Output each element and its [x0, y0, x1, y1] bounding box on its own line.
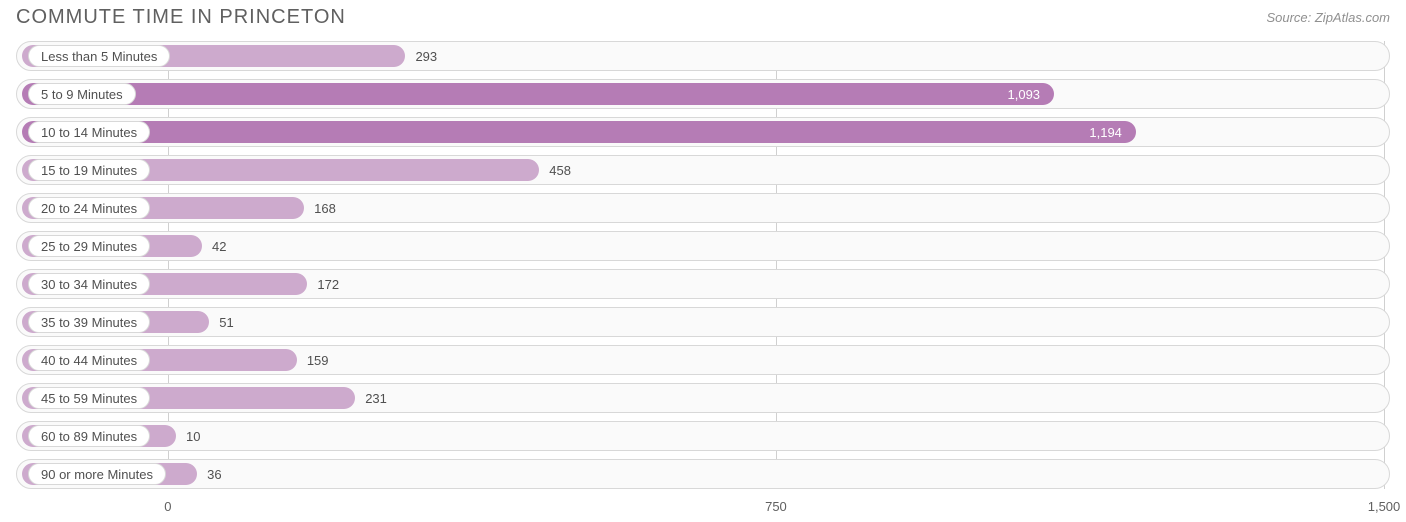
chart-row: 458 15 to 19 Minutes — [16, 155, 1390, 185]
bar-wrap: 10 — [22, 425, 1384, 447]
value-label: 168 — [314, 197, 336, 219]
category-pill: 40 to 44 Minutes — [28, 349, 150, 371]
chart-row: 51 35 to 39 Minutes — [16, 307, 1390, 337]
bar-wrap: 168 — [22, 197, 1384, 219]
chart-rows: 293 Less than 5 Minutes 1,093 5 to 9 Minute… — [16, 41, 1390, 489]
category-pill: 15 to 19 Minutes — [28, 159, 150, 181]
bar-wrap: 1,194 — [22, 121, 1384, 143]
chart-row: 1,194 10 to 14 Minutes — [16, 117, 1390, 147]
chart-plot-area: 293 Less than 5 Minutes 1,093 5 to 9 Minute… — [0, 33, 1406, 489]
chart-header: COMMUTE TIME IN PRINCETON Source: ZipAtl… — [0, 0, 1406, 33]
bar-wrap: 51 — [22, 311, 1384, 333]
bar-wrap: 36 — [22, 463, 1384, 485]
chart-row: 172 30 to 34 Minutes — [16, 269, 1390, 299]
chart-row: 36 90 or more Minutes — [16, 459, 1390, 489]
value-label: 36 — [207, 463, 221, 485]
x-tick-label: 1,500 — [1368, 499, 1401, 514]
chart-row: 159 40 to 44 Minutes — [16, 345, 1390, 375]
x-tick-label: 750 — [765, 499, 787, 514]
bar-wrap: 231 — [22, 387, 1384, 409]
value-label: 231 — [365, 387, 387, 409]
category-pill: Less than 5 Minutes — [28, 45, 170, 67]
chart-row: 42 25 to 29 Minutes — [16, 231, 1390, 261]
chart-row: 231 45 to 59 Minutes — [16, 383, 1390, 413]
category-pill: 5 to 9 Minutes — [28, 83, 136, 105]
value-label: 458 — [549, 159, 571, 181]
bar-wrap: 458 — [22, 159, 1384, 181]
category-pill: 10 to 14 Minutes — [28, 121, 150, 143]
category-pill: 30 to 34 Minutes — [28, 273, 150, 295]
category-pill: 90 or more Minutes — [28, 463, 166, 485]
x-tick-label: 0 — [164, 499, 171, 514]
chart-row: 10 60 to 89 Minutes — [16, 421, 1390, 451]
chart-row: 1,093 5 to 9 Minutes — [16, 79, 1390, 109]
value-label: 172 — [317, 273, 339, 295]
category-pill: 20 to 24 Minutes — [28, 197, 150, 219]
category-pill: 25 to 29 Minutes — [28, 235, 150, 257]
chart-title: COMMUTE TIME IN PRINCETON — [16, 6, 346, 29]
bar-wrap: 42 — [22, 235, 1384, 257]
bar-wrap: 1,093 — [22, 83, 1384, 105]
chart-row: 293 Less than 5 Minutes — [16, 41, 1390, 71]
value-label: 1,093 — [1008, 83, 1041, 105]
category-pill: 35 to 39 Minutes — [28, 311, 150, 333]
chart-source: Source: ZipAtlas.com — [1266, 6, 1390, 25]
value-label: 51 — [219, 311, 233, 333]
category-pill: 60 to 89 Minutes — [28, 425, 150, 447]
bar-wrap: 172 — [22, 273, 1384, 295]
bar — [22, 83, 1054, 105]
chart-row: 168 20 to 24 Minutes — [16, 193, 1390, 223]
category-pill: 45 to 59 Minutes — [28, 387, 150, 409]
bar-wrap: 159 — [22, 349, 1384, 371]
x-axis: 07501,500 — [16, 497, 1390, 521]
bar — [22, 121, 1136, 143]
bar-wrap: 293 — [22, 45, 1384, 67]
value-label: 159 — [307, 349, 329, 371]
value-label: 293 — [415, 45, 437, 67]
value-label: 42 — [212, 235, 226, 257]
value-label: 1,194 — [1089, 121, 1122, 143]
value-label: 10 — [186, 425, 200, 447]
